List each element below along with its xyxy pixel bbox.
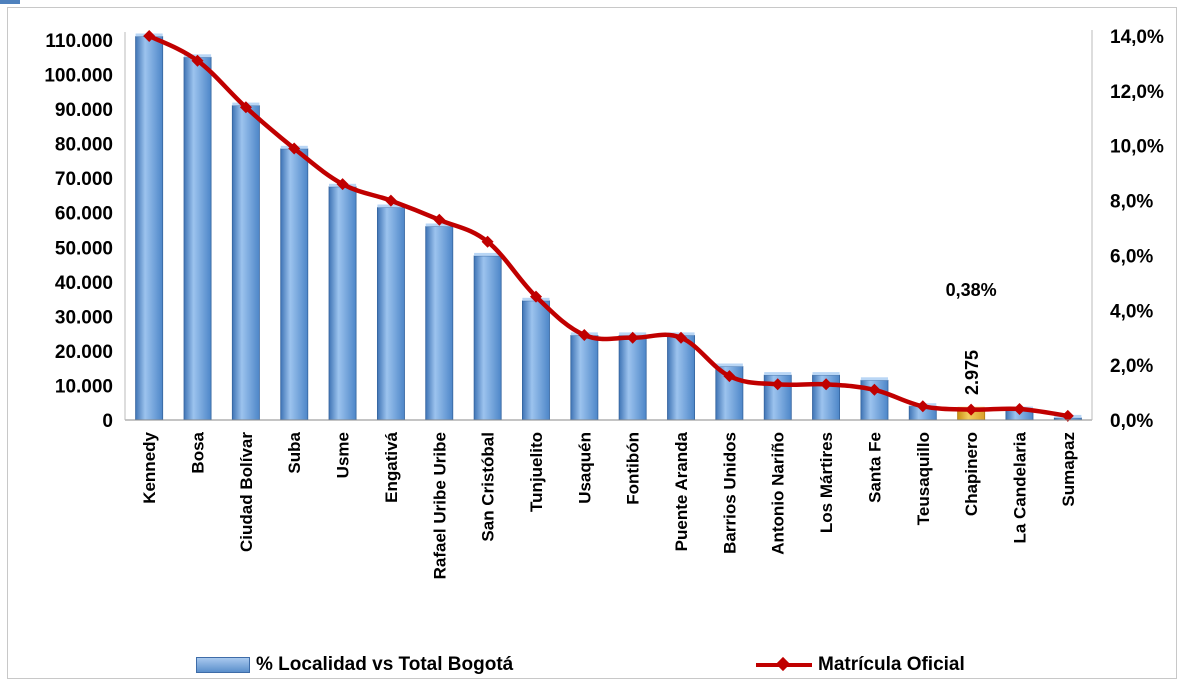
line-point-16: [916, 400, 929, 413]
category-label: Engativá: [382, 431, 401, 502]
line-point-13: [771, 378, 784, 391]
legend: % Localidad vs Total Bogotá Matrícula Of…: [196, 652, 1076, 680]
right-tick-label: 0,0%: [1110, 411, 1153, 432]
line-point-9: [578, 329, 591, 341]
right-tick-label: 2,0%: [1110, 356, 1153, 377]
line-point-5: [384, 194, 397, 207]
bar-top-15: [860, 377, 888, 381]
legend-bar-label: % Localidad vs Total Bogotá: [256, 654, 514, 675]
category-label: Kennedy: [140, 431, 159, 503]
category-label: Usme: [334, 432, 353, 478]
line-point-1: [191, 54, 204, 67]
right-tick-label: 10,0%: [1110, 137, 1164, 158]
legend-bar-swatch: [196, 657, 250, 673]
category-label: Bosa: [189, 431, 208, 473]
left-tick-label: 70.000: [55, 169, 113, 190]
line-point-12: [723, 370, 736, 383]
chart-frame: [7, 7, 1177, 679]
legend-line-label: Matrícula Oficial: [818, 654, 965, 675]
line-point-17: [965, 403, 978, 416]
category-label: Barrios Unidos: [720, 432, 739, 554]
category-labels: Kennedy Bosa Ciudad Bolívar Suba Usme Engativ…: [140, 431, 1078, 579]
category-label: Rafael Uribe Uribe: [430, 432, 449, 579]
cropped-title-fragment: [0, 0, 20, 4]
line-point-11: [675, 331, 687, 344]
bar-11: [667, 334, 696, 421]
bar-3: [280, 148, 309, 421]
left-tick-label: 20.000: [55, 342, 113, 363]
legend-item-line[interactable]: Matrícula Oficial: [756, 654, 965, 676]
bar-0: [135, 36, 164, 421]
right-axis-labels: 0,0% 2,0% 4,0% 6,0% 8,0% 10,0% 12,0% 14,0%: [1110, 27, 1164, 432]
left-tick-label: 80.000: [55, 135, 113, 156]
bar-top-12: [715, 363, 743, 367]
line-point-14: [820, 378, 833, 391]
legend-item-bars[interactable]: % Localidad vs Total Bogotá: [196, 654, 513, 676]
right-tick-label: 12,0%: [1110, 82, 1164, 103]
right-tick-label: 8,0%: [1110, 192, 1153, 213]
category-label: Puente Aranda: [672, 431, 691, 551]
bar-value-annotation: 2.975: [962, 350, 982, 395]
line-point-8: [530, 290, 542, 303]
category-label: Sumapaz: [1059, 432, 1078, 507]
axes-group: [124, 30, 1093, 421]
line-point-0: [143, 30, 156, 42]
category-label: Tunjuelito: [527, 432, 546, 512]
category-label: Teusaquillo: [914, 432, 933, 525]
left-tick-label: 30.000: [55, 307, 113, 328]
line-group: [143, 30, 1074, 422]
bar-top-7: [474, 252, 502, 256]
bar-6: [425, 226, 454, 421]
left-tick-label: 90.000: [55, 100, 113, 121]
left-tick-label: 60.000: [55, 204, 113, 225]
line-point-2: [239, 101, 252, 114]
line-value-annotation: 0,38%: [946, 280, 997, 300]
bar-1: [183, 56, 212, 421]
line-point-4: [336, 178, 349, 191]
legend-line-swatch: [756, 656, 812, 672]
line-point-15: [868, 383, 881, 396]
bar-top-13: [764, 372, 792, 376]
category-label: Fontibón: [624, 432, 643, 505]
bar-top-14: [812, 372, 840, 376]
left-tick-label: 100.000: [44, 66, 113, 87]
bar-4: [328, 186, 357, 421]
right-tick-label: 14,0%: [1110, 27, 1164, 48]
category-label: Santa Fe: [865, 432, 884, 503]
line-point-6: [433, 213, 446, 226]
right-tick-label: 6,0%: [1110, 246, 1153, 267]
line-point-18: [1013, 403, 1026, 415]
left-tick-label: 110.000: [45, 31, 113, 52]
category-label: Suba: [285, 431, 304, 473]
bar-8: [522, 300, 550, 421]
category-label: San Cristóbal: [479, 432, 498, 542]
bar-7: [473, 255, 502, 421]
left-tick-label: 0: [102, 411, 113, 432]
bar-10: [618, 334, 647, 421]
line-point-7: [481, 235, 494, 248]
category-label: Ciudad Bolívar: [237, 432, 256, 552]
bar-5: [376, 207, 405, 421]
category-label: La Candelaria: [1011, 431, 1030, 543]
annotations-group: 0,38% 2.975: [946, 280, 997, 395]
left-tick-label: 50.000: [55, 238, 113, 259]
line-point-3: [288, 142, 301, 155]
category-label: Chapinero: [962, 432, 981, 516]
bar-2: [231, 105, 260, 421]
bar-9: [570, 334, 599, 421]
combo-chart: 0 10.000 20.000 30.000 40.000 50.000 60.000 70.…: [44, 27, 1164, 579]
bars-group: [135, 33, 1082, 421]
left-axis-labels: 0 10.000 20.000 30.000 40.000 50.000 60.000 70.…: [44, 31, 113, 432]
line-point-10: [626, 331, 639, 344]
category-label: Usaquén: [575, 432, 594, 504]
right-tick-label: 4,0%: [1110, 301, 1153, 322]
category-label: Los Mártires: [817, 432, 836, 533]
category-label: Antonio Nariño: [769, 432, 788, 555]
line-point-19: [1061, 409, 1074, 422]
left-tick-label: 40.000: [55, 273, 113, 294]
left-tick-label: 10.000: [55, 377, 113, 398]
